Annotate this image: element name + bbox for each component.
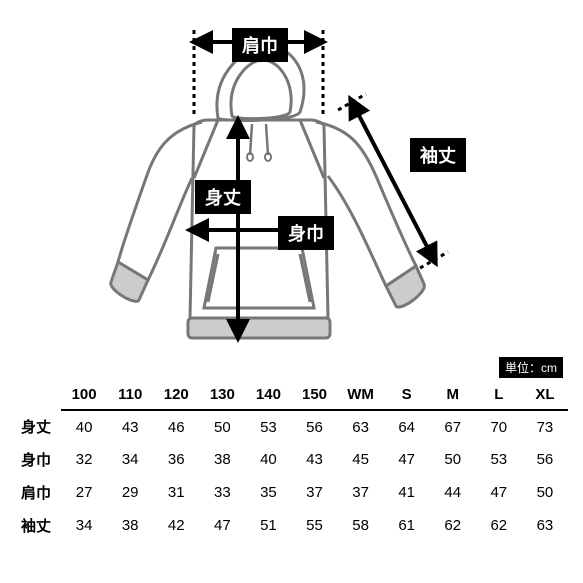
cell: 27: [61, 476, 107, 509]
cell: 32: [61, 443, 107, 476]
size-header: S: [384, 380, 430, 410]
size-table: 100110120130140150WMSMLXL 身丈404346505356…: [15, 380, 568, 542]
cell: 42: [153, 509, 199, 542]
size-header: XL: [522, 380, 568, 410]
cell: 37: [338, 476, 384, 509]
table-row: 身丈4043465053566364677073: [15, 410, 568, 443]
cell: 73: [522, 410, 568, 443]
cell: 44: [430, 476, 476, 509]
table-row: 肩巾2729313335373741444750: [15, 476, 568, 509]
cell: 63: [522, 509, 568, 542]
cell: 53: [245, 410, 291, 443]
size-header: 100: [61, 380, 107, 410]
cell: 50: [522, 476, 568, 509]
cell: 47: [199, 509, 245, 542]
hoodie-svg: [100, 30, 480, 360]
row-label: 身巾: [15, 443, 61, 476]
cell: 43: [107, 410, 153, 443]
label-shoulder: 肩巾: [232, 28, 288, 62]
cell: 34: [107, 443, 153, 476]
size-header: WM: [338, 380, 384, 410]
cell: 56: [291, 410, 337, 443]
cell: 46: [153, 410, 199, 443]
cell: 63: [338, 410, 384, 443]
size-header: 150: [291, 380, 337, 410]
cell: 38: [107, 509, 153, 542]
cell: 38: [199, 443, 245, 476]
label-length: 身丈: [195, 180, 251, 214]
cell: 50: [199, 410, 245, 443]
cell: 35: [245, 476, 291, 509]
table-row: 袖丈3438424751555861626263: [15, 509, 568, 542]
row-label: 身丈: [15, 410, 61, 443]
row-label: 肩巾: [15, 476, 61, 509]
cell: 41: [384, 476, 430, 509]
size-table-body: 身丈4043465053566364677073身巾32343638404345…: [15, 410, 568, 542]
size-table-area: 100110120130140150WMSMLXL 身丈404346505356…: [0, 380, 583, 542]
cell: 47: [384, 443, 430, 476]
cell: 47: [476, 476, 522, 509]
table-row: 身巾3234363840434547505356: [15, 443, 568, 476]
hoodie-diagram-area: 肩巾 身丈 身巾 袖丈 単位：cm: [0, 0, 583, 380]
row-label: 袖丈: [15, 509, 61, 542]
size-header: L: [476, 380, 522, 410]
cell: 62: [430, 509, 476, 542]
cell: 36: [153, 443, 199, 476]
cell: 56: [522, 443, 568, 476]
header-blank: [15, 380, 61, 410]
cell: 67: [430, 410, 476, 443]
size-header: 140: [245, 380, 291, 410]
size-header: 120: [153, 380, 199, 410]
cell: 29: [107, 476, 153, 509]
cell: 64: [384, 410, 430, 443]
cell: 58: [338, 509, 384, 542]
cell: 61: [384, 509, 430, 542]
cell: 70: [476, 410, 522, 443]
cell: 33: [199, 476, 245, 509]
cell: 43: [291, 443, 337, 476]
label-sleeve: 袖丈: [410, 138, 466, 172]
cell: 51: [245, 509, 291, 542]
cell: 34: [61, 509, 107, 542]
cell: 37: [291, 476, 337, 509]
cell: 40: [61, 410, 107, 443]
size-header-row: 100110120130140150WMSMLXL: [15, 380, 568, 410]
cell: 45: [338, 443, 384, 476]
cell: 31: [153, 476, 199, 509]
size-header: M: [430, 380, 476, 410]
label-width: 身巾: [278, 216, 334, 250]
cell: 55: [291, 509, 337, 542]
cell: 50: [430, 443, 476, 476]
unit-label: 単位：cm: [499, 357, 563, 378]
cell: 62: [476, 509, 522, 542]
cell: 53: [476, 443, 522, 476]
size-header: 130: [199, 380, 245, 410]
cell: 40: [245, 443, 291, 476]
size-header: 110: [107, 380, 153, 410]
